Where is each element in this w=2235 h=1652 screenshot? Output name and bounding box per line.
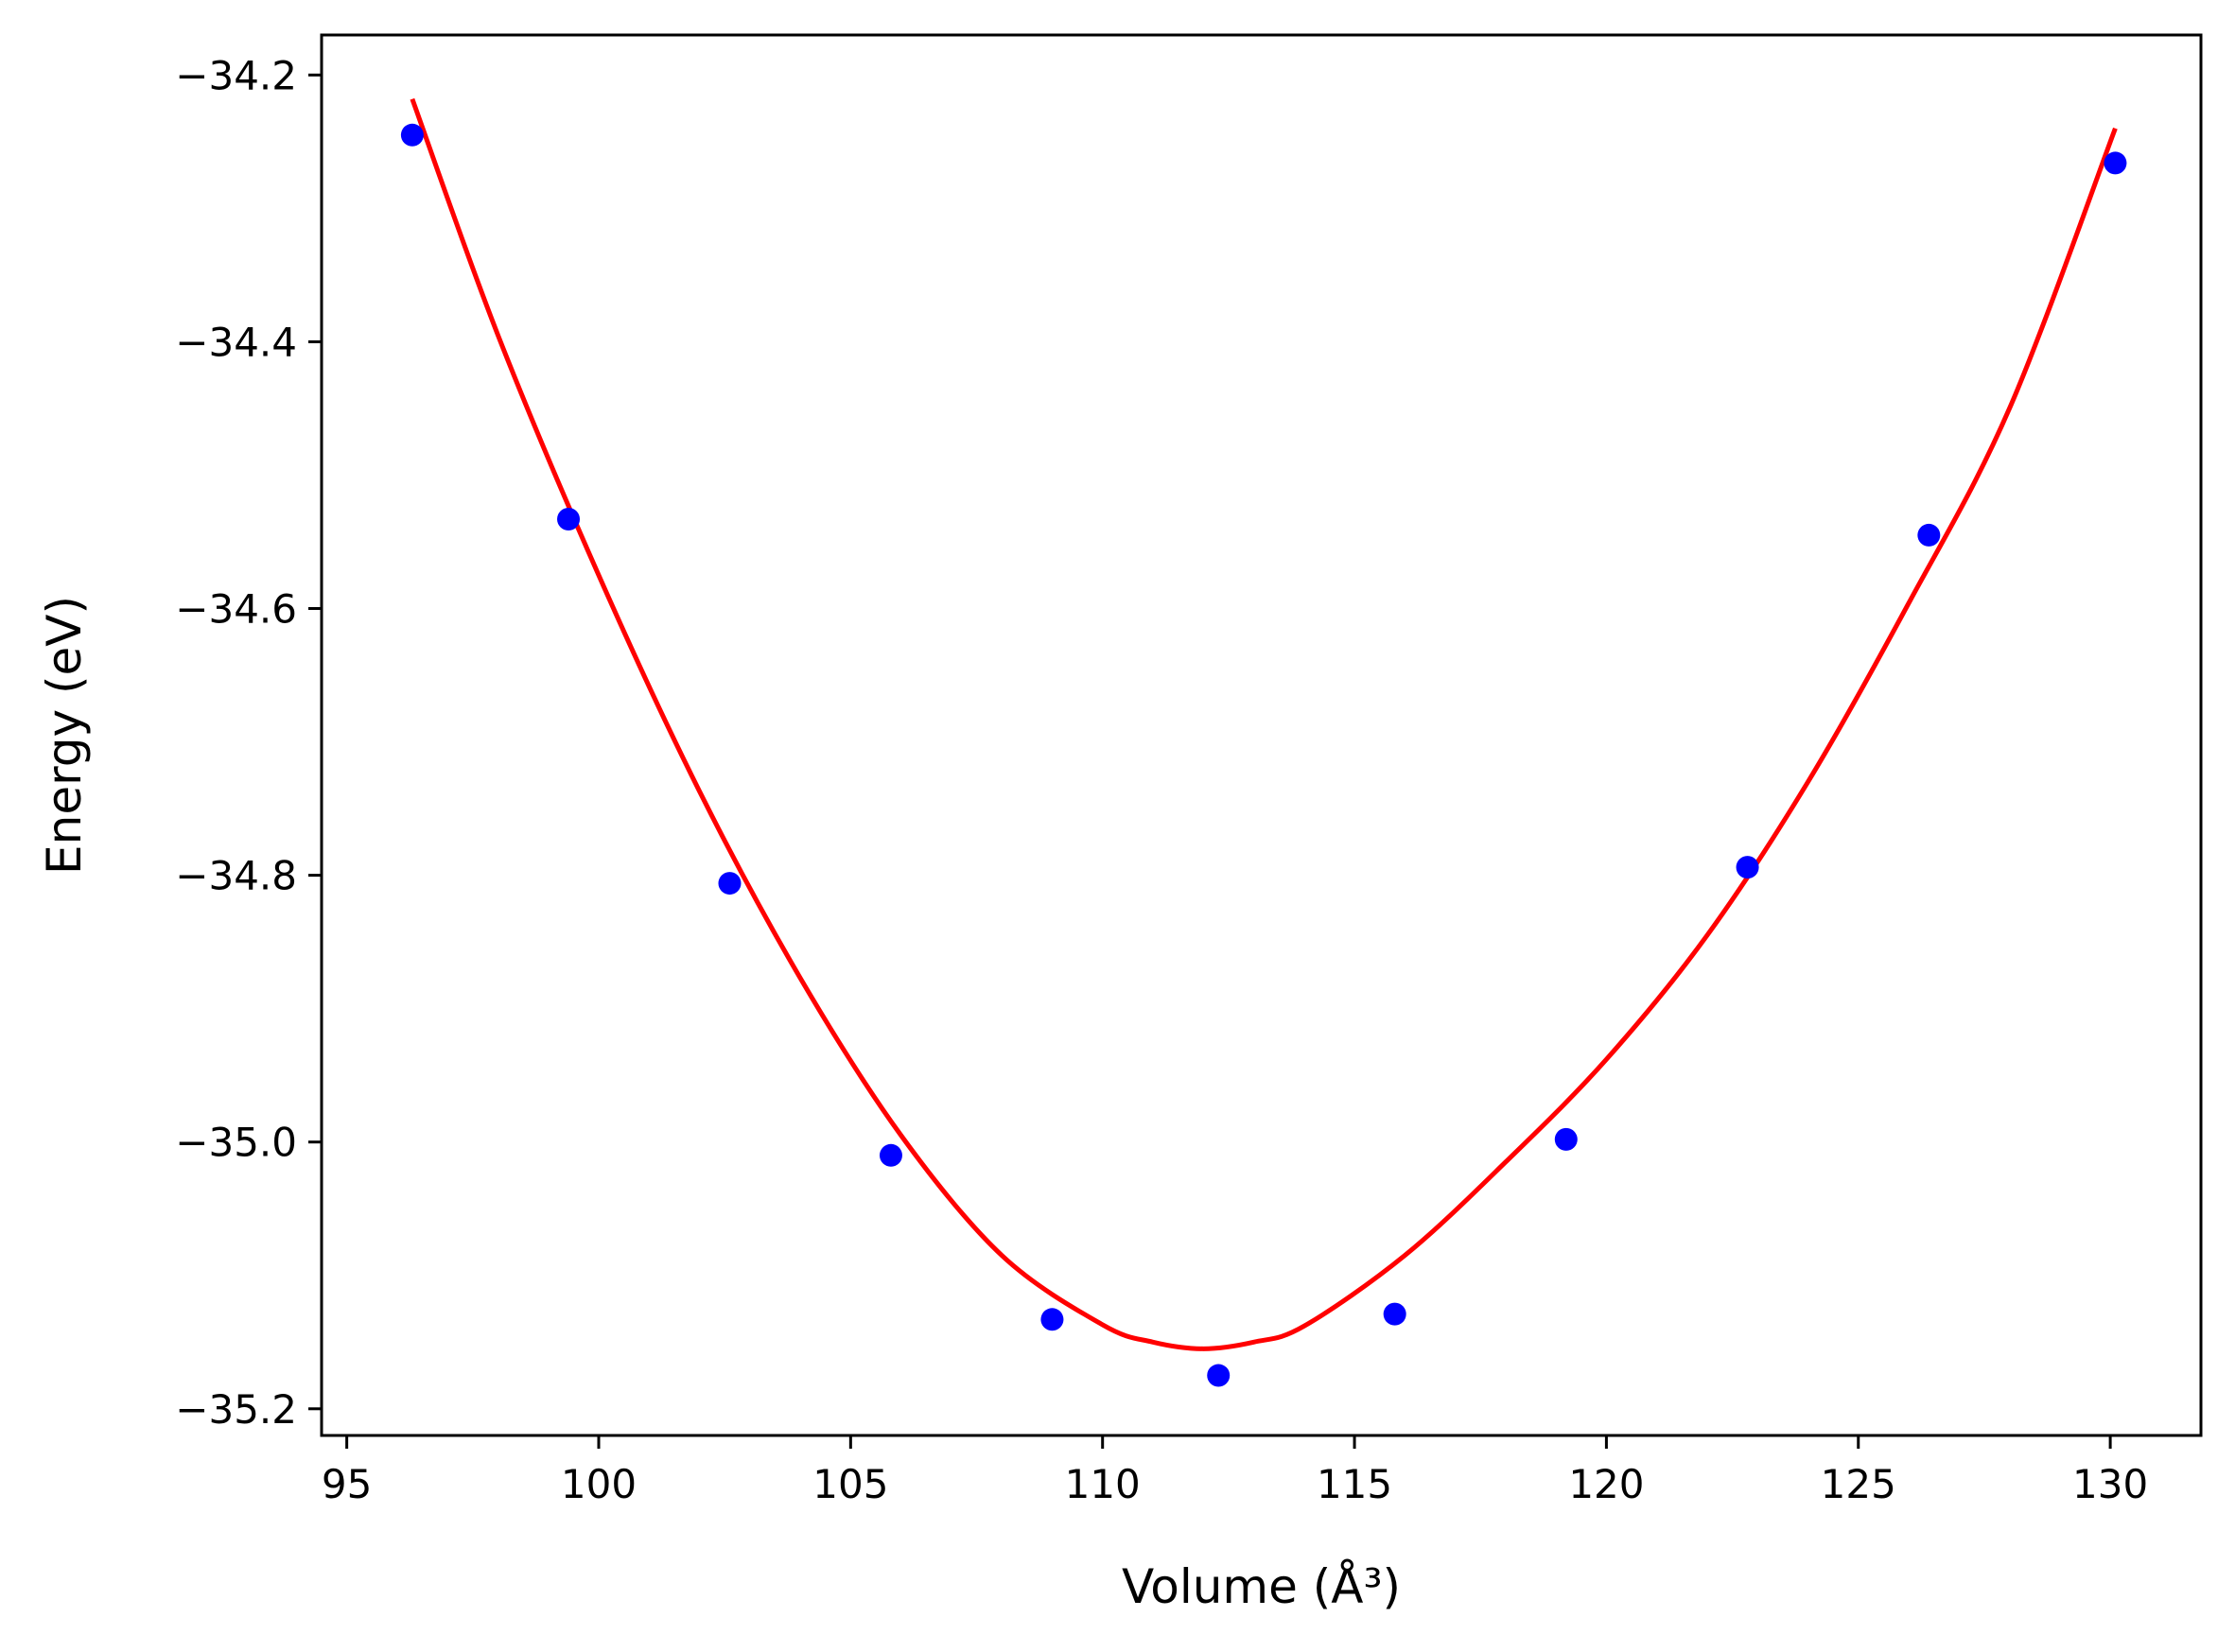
y-tick-label: −34.8 (175, 853, 297, 899)
data-point (1554, 1127, 1578, 1151)
y-tick-label: −35.2 (175, 1386, 297, 1433)
y-tick-label: −35.0 (175, 1120, 297, 1166)
fit-curve-layer (410, 97, 2118, 1351)
x-tick-label: 115 (1317, 1461, 1392, 1507)
data-point (2104, 151, 2127, 175)
x-axis-label: Volume (Å³) (1122, 1559, 1401, 1614)
y-tick-label: −34.2 (175, 52, 297, 98)
x-tick-label: 100 (561, 1461, 637, 1507)
x-tick-label: 120 (1568, 1461, 1644, 1507)
data-point (879, 1143, 902, 1167)
data-point (1383, 1302, 1406, 1326)
data-point (1917, 523, 1941, 547)
data-point (400, 123, 424, 147)
y-tick-label: −34.4 (175, 319, 297, 365)
data-point (557, 508, 581, 531)
x-tick-label: 95 (322, 1461, 372, 1507)
data-point (1736, 856, 1759, 879)
x-tick-label: 130 (2072, 1461, 2148, 1507)
data-points-layer (400, 123, 2127, 1387)
plot-frame (320, 33, 2203, 1437)
fit-curve (410, 97, 2118, 1351)
y-tick-label: −34.6 (175, 586, 297, 633)
x-tick-label: 105 (812, 1461, 888, 1507)
x-tick-label: 125 (1821, 1461, 1896, 1507)
x-tick-label: 110 (1065, 1461, 1141, 1507)
y-axis-label: Energy (eV) (37, 596, 92, 875)
data-point (1207, 1364, 1231, 1387)
y-axis-ticks: −35.2 −35.0 −34.8 −34.6 −34.4 −34.2 (175, 52, 322, 1433)
x-axis-ticks: 95 100 105 110 115 120 125 130 (322, 1435, 2148, 1507)
data-point (1040, 1308, 1064, 1331)
data-point (718, 872, 742, 896)
